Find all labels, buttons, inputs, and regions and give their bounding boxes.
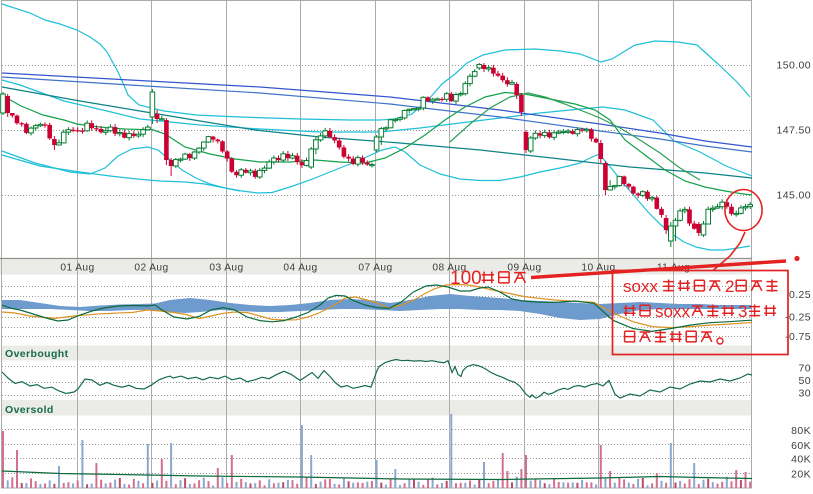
svg-text:soxx: soxx — [655, 302, 690, 321]
svg-text:3: 3 — [738, 302, 747, 321]
svg-text:Oversold: Oversold — [5, 404, 54, 416]
svg-text:80K: 80K — [791, 425, 811, 437]
svg-text:soxx: soxx — [623, 277, 658, 296]
svg-text:02 Aug: 02 Aug — [134, 263, 168, 274]
svg-text:70: 70 — [799, 363, 811, 375]
svg-text:30: 30 — [799, 388, 811, 400]
svg-text:0.25: 0.25 — [789, 289, 811, 301]
svg-text:60K: 60K — [791, 440, 811, 452]
svg-text:147.50: 147.50 — [776, 125, 811, 137]
svg-text:-0.75: -0.75 — [785, 331, 811, 343]
svg-text:10 Aug: 10 Aug — [581, 263, 615, 274]
svg-text:40K: 40K — [791, 454, 811, 466]
svg-text:150.00: 150.00 — [776, 60, 811, 72]
svg-text:01 Aug: 01 Aug — [60, 263, 94, 274]
svg-text:-0.25: -0.25 — [785, 312, 811, 324]
svg-text:08 Aug: 08 Aug — [432, 263, 466, 274]
svg-text:04 Aug: 04 Aug — [283, 263, 317, 274]
svg-text:03 Aug: 03 Aug — [209, 263, 243, 274]
svg-text:145.00: 145.00 — [776, 190, 811, 202]
svg-text:2: 2 — [725, 277, 734, 296]
svg-text:20K: 20K — [791, 469, 811, 481]
svg-text:100: 100 — [450, 268, 482, 289]
svg-text:50: 50 — [799, 375, 811, 387]
svg-text:09 Aug: 09 Aug — [507, 263, 541, 274]
svg-text:07 Aug: 07 Aug — [358, 263, 392, 274]
svg-text:Overbought: Overbought — [5, 348, 69, 360]
